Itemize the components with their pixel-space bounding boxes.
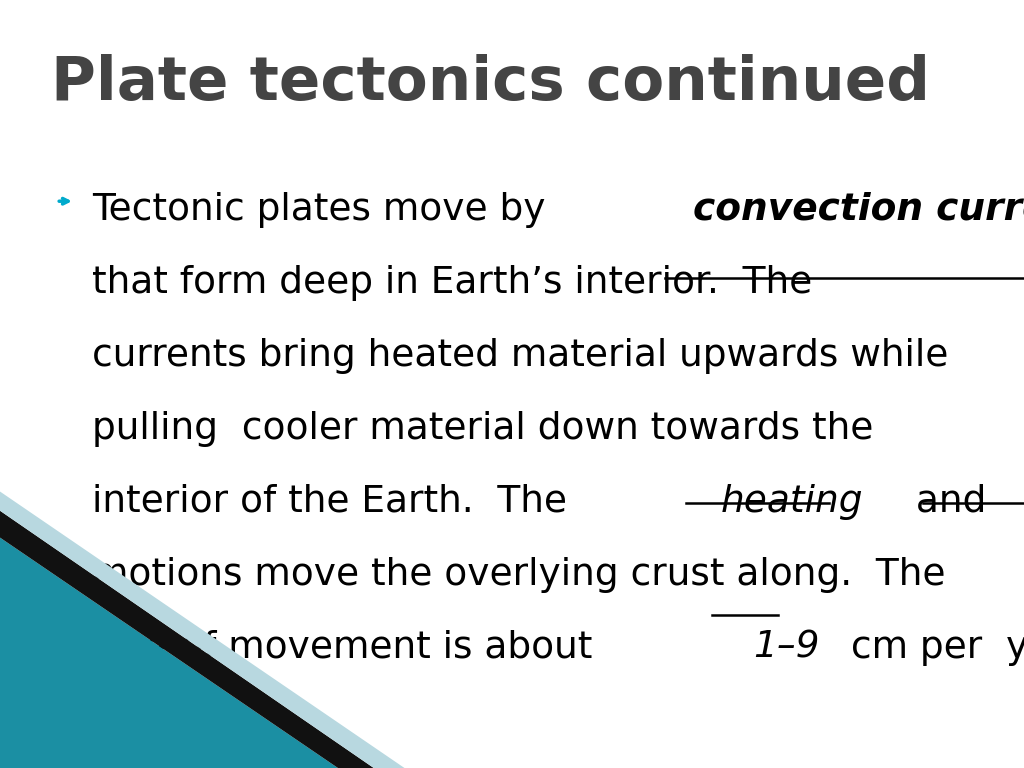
Polygon shape [0, 511, 374, 768]
Text: 1–9: 1–9 [753, 630, 819, 666]
Text: that form deep in Earth’s interior.  The: that form deep in Earth’s interior. The [92, 265, 812, 301]
Text: currents bring heated material upwards while: currents bring heated material upwards w… [92, 338, 948, 374]
Text: heating: heating [721, 484, 863, 520]
Text: interior of the Earth.  The: interior of the Earth. The [92, 484, 579, 520]
Text: pulling  cooler material down towards the: pulling cooler material down towards the [92, 411, 873, 447]
Text: Tectonic plates move by: Tectonic plates move by [92, 192, 557, 228]
Text: Plate tectonics continued: Plate tectonics continued [51, 54, 930, 113]
Text: cm per  year.: cm per year. [839, 630, 1024, 666]
Text: motions move the overlying crust along.  The: motions move the overlying crust along. … [92, 557, 945, 593]
Polygon shape [0, 492, 404, 768]
Text: and: and [904, 484, 998, 520]
Polygon shape [0, 538, 338, 768]
Text: convection currents: convection currents [692, 192, 1024, 228]
Text: rate of movement is about: rate of movement is about [92, 630, 604, 666]
